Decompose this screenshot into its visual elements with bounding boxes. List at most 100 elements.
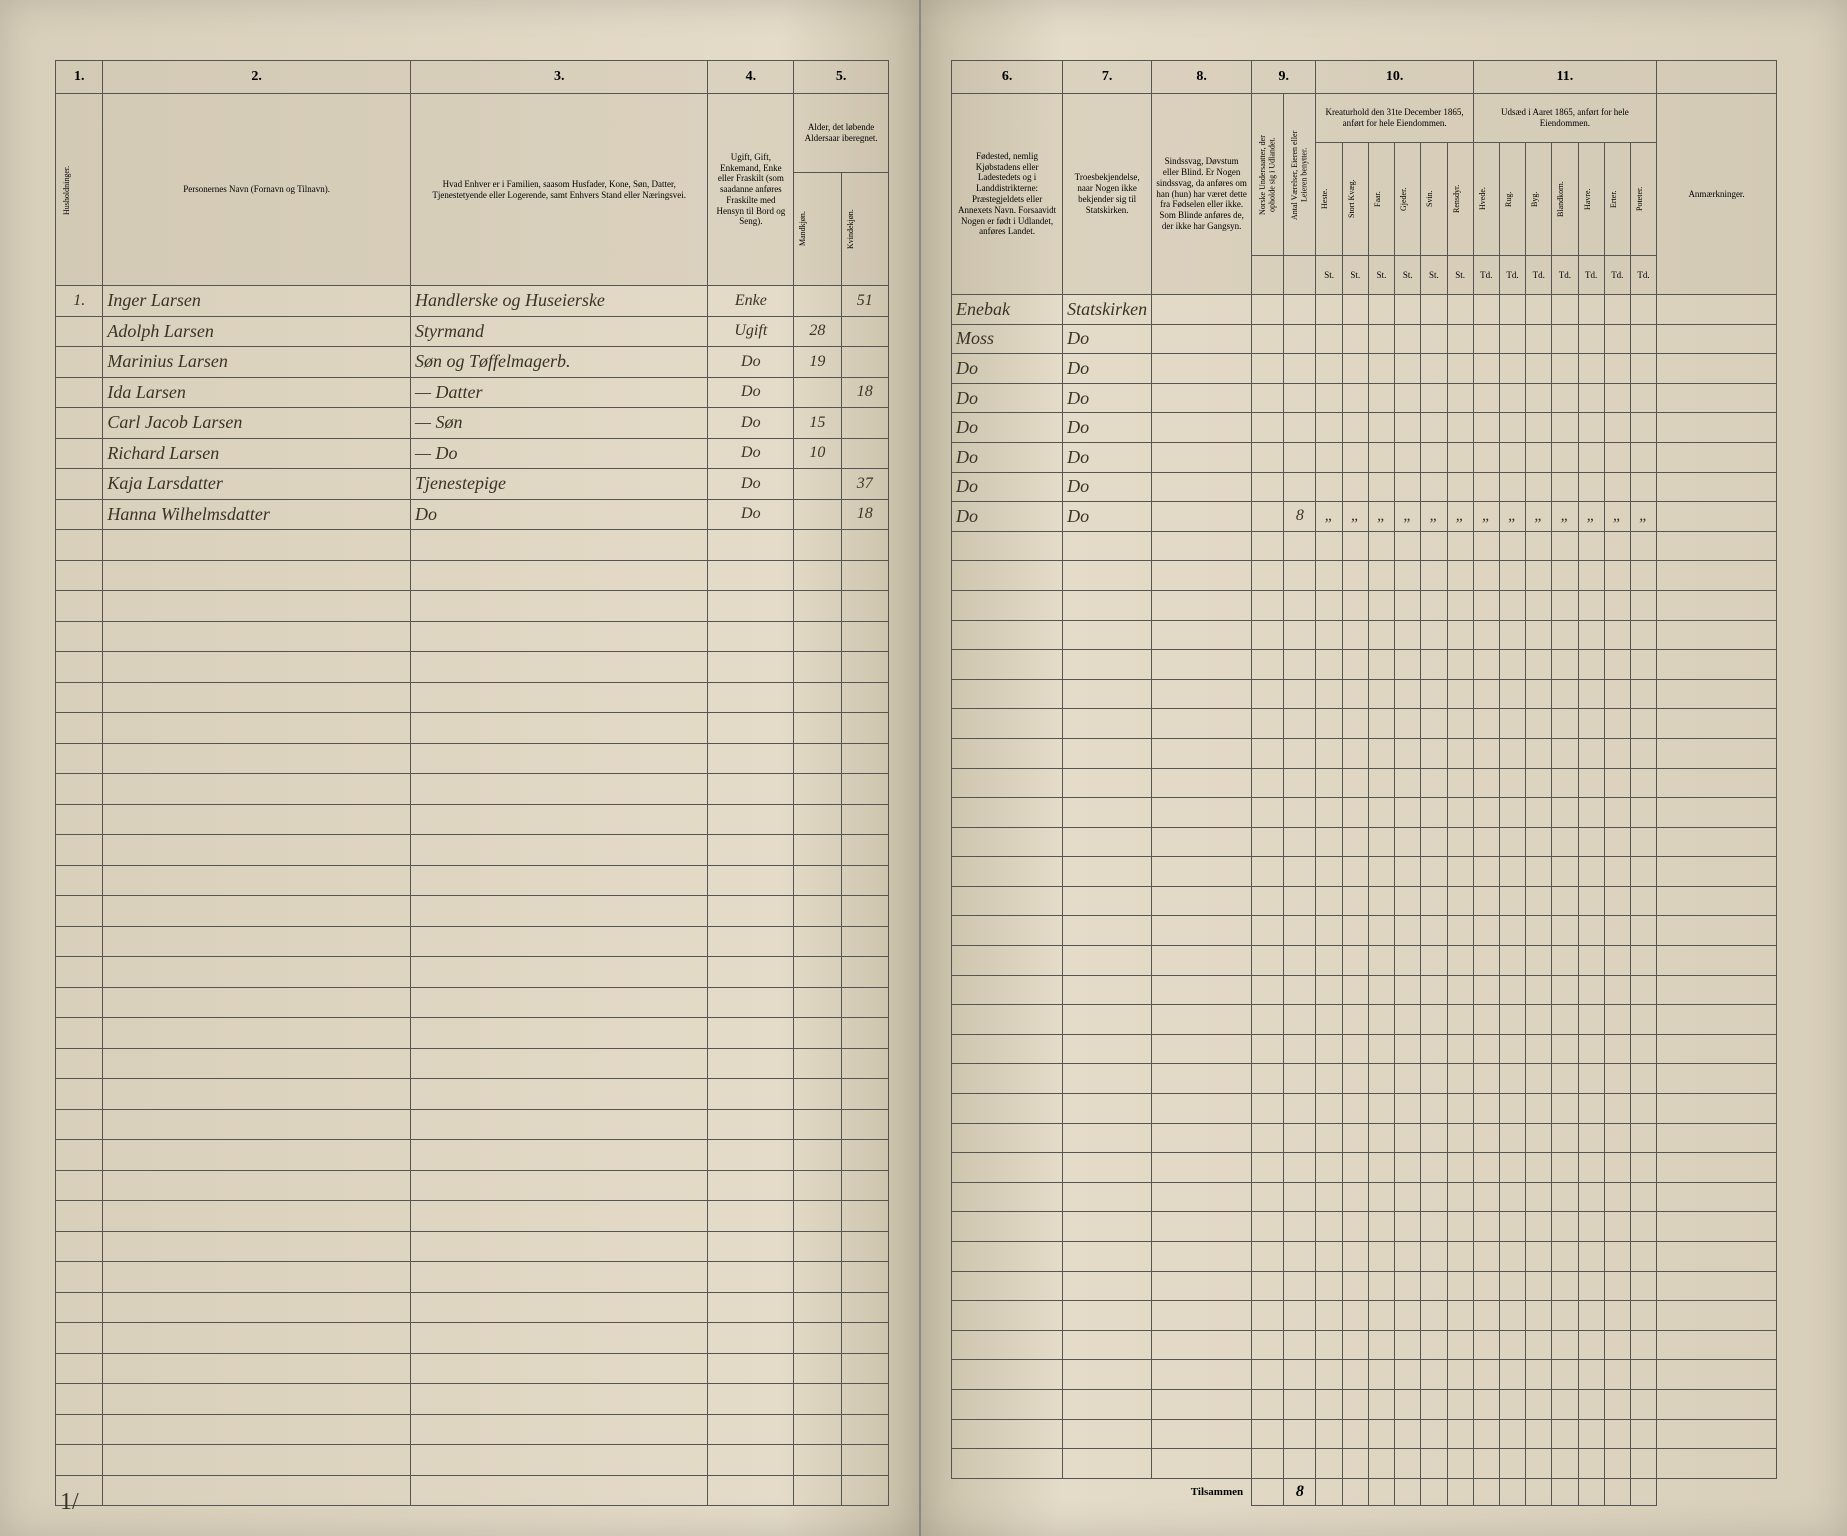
household-num: [56, 469, 103, 500]
birthplace: Enebak: [952, 295, 1063, 325]
condition: [1152, 502, 1252, 532]
birthplace: Do: [952, 442, 1063, 472]
hdr-4: Ugift, Gift, Enkemand, Enke eller Fraski…: [708, 94, 794, 286]
empty-row: [952, 857, 1777, 887]
condition: [1152, 324, 1252, 354]
unit-st: St.: [1395, 256, 1421, 295]
rooms: [1284, 354, 1316, 384]
table-row: Carl Jacob Larsen— SønDo15: [56, 408, 889, 439]
ledger-book: 1. 2. 3. 4. 5. Husholdninger. Personerne…: [0, 0, 1847, 1536]
person-name: Ida Larsen: [103, 377, 411, 408]
empty-row: [952, 975, 1777, 1005]
table-row: DoDo: [952, 472, 1777, 502]
right-table-body: EnebakStatskirkenMossDoDoDoDoDoDoDoDoDoD…: [952, 295, 1777, 1479]
remarks: [1657, 442, 1777, 472]
condition: [1152, 295, 1252, 325]
empty-row: [56, 835, 889, 866]
sub-col10: Stort Kvæg.: [1342, 143, 1368, 256]
birthplace: Do: [952, 413, 1063, 443]
empty-row: [56, 987, 889, 1018]
empty-row: [56, 926, 889, 957]
col-num-4: 4.: [708, 61, 794, 94]
age-f: 51: [841, 286, 888, 317]
sub-col11: Havre.: [1578, 143, 1604, 256]
household-num: [56, 499, 103, 530]
household-num: [56, 347, 103, 378]
empty-row: [56, 1353, 889, 1384]
empty-row: [952, 590, 1777, 620]
empty-row: [56, 682, 889, 713]
faith: Do: [1063, 383, 1152, 413]
unit-td: Td.: [1578, 256, 1604, 295]
unit-st: St.: [1316, 256, 1342, 295]
hdr-5a: Mandkjøn.: [794, 173, 841, 286]
unit-st: St.: [1447, 256, 1473, 295]
empty-row: [952, 531, 1777, 561]
person-name: Marinius Larsen: [103, 347, 411, 378]
birthplace: Do: [952, 383, 1063, 413]
age-f: [841, 316, 888, 347]
empty-row: [56, 1170, 889, 1201]
condition: [1152, 413, 1252, 443]
unit-td: Td.: [1552, 256, 1578, 295]
sub-col11: Poteter.: [1630, 143, 1656, 256]
hdr-5: Alder, det løbende Aldersaar iberegnet.: [794, 94, 889, 173]
empty-row: [56, 1384, 889, 1415]
faith: Do: [1063, 354, 1152, 384]
empty-row: [952, 916, 1777, 946]
sub-col11: Erter.: [1604, 143, 1630, 256]
unit-st: St.: [1368, 256, 1394, 295]
age-m: [794, 377, 841, 408]
empty-row: [56, 591, 889, 622]
hdr-2: Personernes Navn (Fornavn og Tilnavn).: [103, 94, 411, 286]
relation: — Datter: [410, 377, 708, 408]
empty-row: [952, 1449, 1777, 1479]
sub-col10: Gjeder.: [1395, 143, 1421, 256]
condition: [1152, 472, 1252, 502]
empty-row: [56, 1018, 889, 1049]
empty-row: [952, 1094, 1777, 1124]
relation: — Do: [410, 438, 708, 469]
empty-row: [56, 1201, 889, 1232]
faith: Do: [1063, 442, 1152, 472]
empty-row: [56, 1262, 889, 1293]
table-row: DoDo: [952, 442, 1777, 472]
empty-row: [952, 1212, 1777, 1242]
relation: Søn og Tøffelmagerb.: [410, 347, 708, 378]
col-num-3: 3.: [410, 61, 708, 94]
right-table: 6. 7. 8. 9. 10. 11. Fødested, nemlig Kjø…: [951, 60, 1777, 1506]
left-table: 1. 2. 3. 4. 5. Husholdninger. Personerne…: [55, 60, 889, 1506]
table-row: DoDo: [952, 354, 1777, 384]
hdr-3: Hvad Enhver er i Familien, saasom Husfad…: [410, 94, 708, 286]
empty-row: [56, 1048, 889, 1079]
condition: [1152, 383, 1252, 413]
hdr-8: Sindssvag, Døvstum eller Blind. Er Nogen…: [1152, 94, 1252, 295]
col-num-1: 1.: [56, 61, 103, 94]
empty-row: [952, 1330, 1777, 1360]
unit-td: Td.: [1604, 256, 1630, 295]
empty-row: [952, 650, 1777, 680]
person-name: Inger Larsen: [103, 286, 411, 317]
faith: Do: [1063, 472, 1152, 502]
hdr-9b: Antal Værelser, Eieren eller Leieren ben…: [1284, 94, 1316, 256]
unit-td: Td.: [1526, 256, 1552, 295]
rooms: [1284, 295, 1316, 325]
remarks: [1657, 324, 1777, 354]
table-row: MossDo: [952, 324, 1777, 354]
empty-row: [56, 560, 889, 591]
empty-row: [952, 620, 1777, 650]
hdr-5b: Kvindekjøn.: [841, 173, 888, 286]
rooms: [1284, 442, 1316, 472]
col-num-10: 10.: [1316, 61, 1473, 94]
table-row: Adolph LarsenStyrmandUgift28: [56, 316, 889, 347]
remarks: [1657, 295, 1777, 325]
empty-row: [952, 1301, 1777, 1331]
col-num-5: 5.: [794, 61, 889, 94]
empty-row: [952, 886, 1777, 916]
hdr-11: Udsæd i Aaret 1865, anført for hele Eien…: [1473, 94, 1656, 143]
rooms: 8: [1284, 502, 1316, 532]
relation: Tjenestepige: [410, 469, 708, 500]
empty-row: [952, 1419, 1777, 1449]
person-name: Kaja Larsdatter: [103, 469, 411, 500]
remarks: [1657, 413, 1777, 443]
